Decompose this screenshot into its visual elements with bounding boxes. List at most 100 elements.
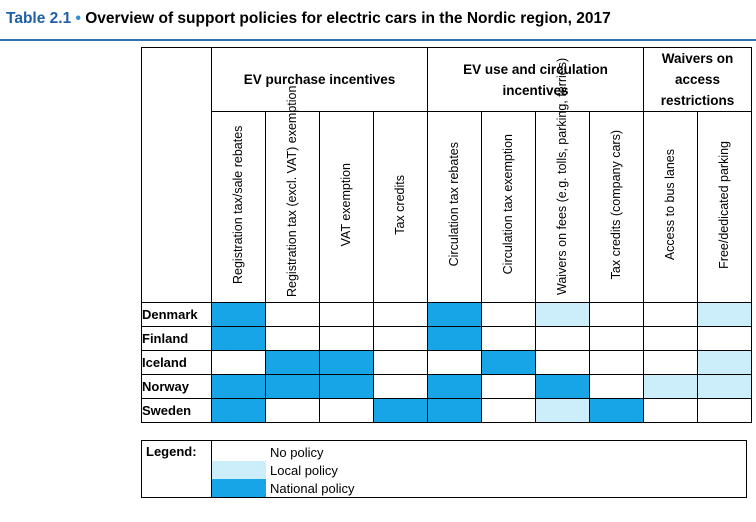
col-label-registration-exemption: Registration tax (excl. VAT) exemption (285, 85, 299, 297)
policy-cell-none (373, 374, 428, 399)
policy-cell-none (265, 326, 320, 351)
policy-cell-none (373, 350, 428, 375)
policy-cell-none (697, 398, 752, 423)
title-text: Overview of support policies for electri… (85, 10, 611, 27)
col-label-company-car-credits: Tax credits (company cars) (609, 129, 623, 280)
policy-cell-national (211, 326, 266, 351)
policy-cell-none (373, 302, 428, 327)
policy-table: EV purchase incentives EV use and circul… (141, 47, 752, 423)
title-bullet: • (75, 10, 81, 27)
country-label: Iceland (141, 350, 212, 375)
table-body: Denmark Finland Iceland Norway Sweden (141, 302, 752, 423)
legend-swatch-national (212, 479, 266, 497)
policy-cell-national (373, 398, 428, 423)
table-row-denmark: Denmark (141, 302, 752, 327)
group-access-label: Waivers on access restrictions (660, 51, 735, 108)
col-label-bus-lanes: Access to bus lanes (663, 148, 677, 261)
col-header-fee-waivers: Waivers on fees (e.g. tolls, parking, fe… (535, 57, 590, 303)
legend-text-none: No policy (270, 444, 324, 460)
policy-cell-national (211, 398, 266, 423)
policy-cell-none (535, 350, 590, 375)
title-rule (0, 39, 756, 41)
policy-cell-national (427, 302, 482, 327)
col-label-fee-waivers: Waivers on fees (e.g. tolls, parking, fe… (555, 57, 569, 295)
legend-label: Legend: (141, 440, 212, 498)
col-header-tax-credits: Tax credits (373, 111, 428, 303)
col-header-vat-exemption: VAT exemption (319, 111, 374, 303)
table-title: Table 2.1 • Overview of support policies… (6, 10, 611, 28)
col-label-circulation-exemption: Circulation tax exemption (501, 134, 515, 275)
table-row-finland: Finland (141, 326, 752, 351)
policy-cell-none (373, 326, 428, 351)
table-row-iceland: Iceland (141, 350, 752, 375)
policy-cell-local (697, 374, 752, 399)
policy-cell-none (481, 326, 536, 351)
table-row-norway: Norway (141, 374, 752, 399)
col-header-registration-rebates: Registration tax/sale rebates (211, 111, 266, 303)
group-access-waivers: Waivers on access restrictions (643, 47, 752, 112)
policy-cell-national (211, 374, 266, 399)
policy-cell-none (589, 374, 644, 399)
policy-cell-none (481, 374, 536, 399)
policy-cell-national (319, 374, 374, 399)
legend-items: No policy Local policy National policy (211, 440, 747, 498)
policy-cell-national (535, 374, 590, 399)
group-use-circulation-incentives: EV use and circulation incentives (427, 47, 644, 112)
policy-cell-local (535, 398, 590, 423)
group-use-label: EV use and circulation incentives (463, 61, 608, 98)
policy-cell-national (211, 302, 266, 327)
policy-cell-none (535, 326, 590, 351)
legend: Legend: No policy Local policy National … (141, 440, 747, 498)
legend-swatch-local (212, 461, 266, 479)
policy-cell-national (265, 374, 320, 399)
country-label: Denmark (141, 302, 212, 327)
policy-cell-national (319, 350, 374, 375)
policy-cell-local (535, 302, 590, 327)
policy-cell-none (589, 302, 644, 327)
policy-cell-national (427, 374, 482, 399)
column-header-row: Registration tax/sale rebates Registrati… (142, 57, 752, 303)
policy-cell-none (589, 326, 644, 351)
policy-cell-none (427, 350, 482, 375)
col-header-company-car-credits: Tax credits (company cars) (589, 111, 644, 303)
col-header-circulation-exemption: Circulation tax exemption (481, 111, 536, 303)
legend-text-local: Local policy (270, 462, 338, 478)
col-header-parking: Free/dedicated parking (697, 111, 752, 303)
col-header-bus-lanes: Access to bus lanes (643, 111, 698, 303)
country-label: Finland (141, 326, 212, 351)
corner-cell (141, 47, 212, 303)
policy-cell-none (697, 326, 752, 351)
table-number: Table 2.1 (6, 10, 72, 27)
col-header-registration-exemption: Registration tax (excl. VAT) exemption (265, 85, 320, 303)
policy-cell-national (427, 326, 482, 351)
policy-cell-none (481, 302, 536, 327)
group-purchase-incentives: EV purchase incentives (211, 47, 428, 112)
policy-cell-national (481, 350, 536, 375)
legend-text-national: National policy (270, 480, 355, 496)
col-label-vat-exemption: VAT exemption (339, 162, 353, 247)
legend-swatch-none (212, 443, 266, 461)
col-label-circulation-rebates: Circulation tax rebates (447, 142, 461, 267)
col-header-circulation-rebates: Circulation tax rebates (427, 111, 482, 303)
policy-cell-none (589, 350, 644, 375)
policy-cell-national (427, 398, 482, 423)
country-label: Norway (141, 374, 212, 399)
table-row-sweden: Sweden (141, 398, 752, 423)
policy-cell-none (643, 398, 698, 423)
policy-cell-national (589, 398, 644, 423)
policy-cell-local (643, 374, 698, 399)
legend-item-no-policy: No policy (212, 443, 746, 461)
policy-cell-local (697, 302, 752, 327)
policy-cell-none (211, 350, 266, 375)
policy-cell-none (265, 398, 320, 423)
col-label-registration-rebates: Registration tax/sale rebates (231, 125, 245, 284)
policy-cell-none (265, 302, 320, 327)
policy-cell-none (643, 326, 698, 351)
policy-cell-national (265, 350, 320, 375)
country-label: Sweden (141, 398, 212, 423)
policy-cell-none (643, 302, 698, 327)
col-label-tax-credits: Tax credits (393, 174, 407, 235)
policy-cell-none (319, 398, 374, 423)
col-label-parking: Free/dedicated parking (717, 140, 731, 269)
policy-cell-none (643, 350, 698, 375)
